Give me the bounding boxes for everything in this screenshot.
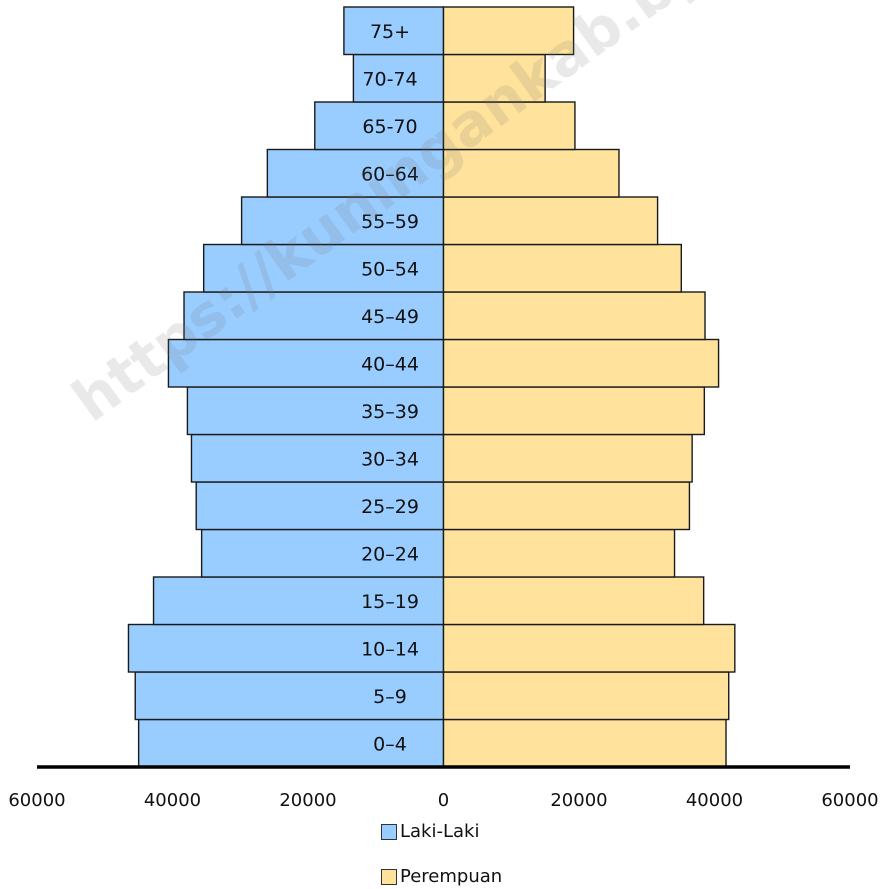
age-group-label: 55–59 [361,211,419,233]
legend-label-female: Perempuan [400,866,503,887]
bar-male [186,386,445,436]
age-group-label: 15–19 [361,591,419,613]
bar-male [240,196,445,246]
bar-female [442,148,620,198]
bar-female [442,623,736,673]
x-tick-label: 60000 [8,790,65,811]
bar-female [442,718,727,768]
bar-female [442,433,693,483]
bar-female [442,576,705,626]
bar-male [183,291,445,341]
bar-male [343,6,445,56]
bar-male [200,528,445,578]
age-group-label: 5–9 [373,686,407,708]
bar-male [137,718,445,768]
legend-swatch-male [381,823,397,840]
bar-female [442,386,706,436]
bar-female [442,196,659,246]
bar-female [442,243,683,293]
age-group-label: 30–34 [361,448,419,470]
age-group-label: 65-70 [362,116,417,138]
age-group-label: 25–29 [361,496,419,518]
bar-female [442,528,676,578]
x-tick-label: 20000 [550,790,607,811]
age-group-label: 40–44 [361,353,419,375]
x-tick-label: 20000 [279,790,336,811]
age-group-label: 70-74 [362,68,417,90]
x-tick-label: 40000 [686,790,743,811]
bar-female [442,338,720,388]
age-group-label: 20–24 [361,543,419,565]
age-group-label: 45–49 [361,306,419,328]
x-tick-label: 40000 [144,790,201,811]
age-group-label: 0–4 [373,733,407,755]
bar-male [167,338,445,388]
legend-swatch-female [381,868,397,885]
age-group-label: 10–14 [361,638,419,660]
bar-male [190,433,445,483]
bar-male [134,671,445,721]
legend-item-male: Laki-Laki [381,821,479,842]
age-group-label: 50–54 [361,258,419,280]
legend-item-female: Perempuan [381,866,502,887]
bar-female [442,53,546,103]
age-group-label: 35–39 [361,401,419,423]
x-tick-label: 0 [438,790,449,811]
age-group-label: 60–64 [361,163,419,185]
age-group-label: 75+ [370,21,410,43]
bar-female [442,6,575,56]
bar-female [442,291,706,341]
bar-female [442,671,730,721]
bar-female [442,481,691,531]
legend-label-male: Laki-Laki [400,821,480,842]
x-tick-label: 60000 [821,790,878,811]
bar-female [442,101,576,151]
bar-male [266,148,445,198]
bar-male [195,481,445,531]
